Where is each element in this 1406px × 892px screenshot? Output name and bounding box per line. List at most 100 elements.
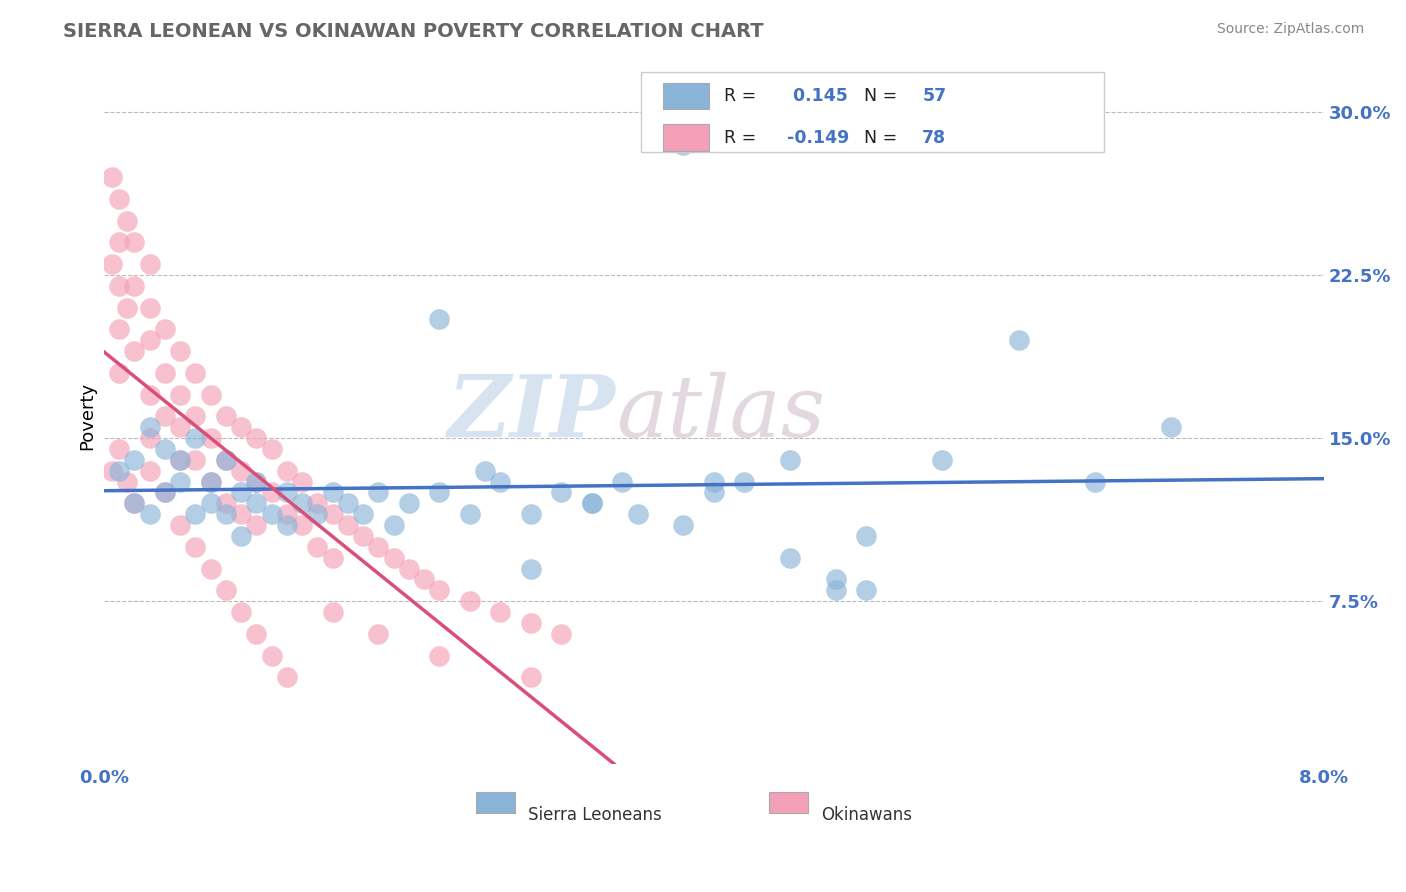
Text: 57: 57 <box>922 87 946 105</box>
Text: Okinawans: Okinawans <box>821 806 912 824</box>
Point <box>276 507 298 521</box>
Point <box>245 627 267 641</box>
FancyBboxPatch shape <box>662 124 709 151</box>
Point <box>1008 333 1031 347</box>
Point <box>169 475 191 489</box>
Point <box>291 496 314 510</box>
Point <box>169 387 191 401</box>
Point <box>184 366 207 380</box>
FancyBboxPatch shape <box>477 792 515 813</box>
Y-axis label: Poverty: Poverty <box>79 383 96 450</box>
Point <box>458 594 481 608</box>
Text: R =: R = <box>724 128 756 146</box>
Text: N =: N = <box>863 128 897 146</box>
Point <box>153 485 176 500</box>
Point <box>138 431 160 445</box>
Text: R =: R = <box>724 87 756 105</box>
Point <box>824 573 846 587</box>
Point <box>153 485 176 500</box>
Text: ZIP: ZIP <box>449 371 616 455</box>
Point <box>138 387 160 401</box>
Point <box>352 507 374 521</box>
Point <box>184 453 207 467</box>
Point <box>336 518 359 533</box>
Point <box>108 442 131 456</box>
Text: -0.149: -0.149 <box>787 128 849 146</box>
Point <box>520 507 543 521</box>
Point <box>581 496 603 510</box>
Point <box>115 213 138 227</box>
Point <box>138 301 160 315</box>
Point <box>276 670 298 684</box>
Point <box>115 301 138 315</box>
Point <box>124 453 146 467</box>
Point <box>100 464 122 478</box>
Point <box>550 485 572 500</box>
Point <box>100 170 122 185</box>
Point <box>124 344 146 359</box>
Point <box>322 550 344 565</box>
Text: 78: 78 <box>922 128 946 146</box>
Point <box>108 366 131 380</box>
Point <box>153 442 176 456</box>
Point <box>1084 475 1107 489</box>
FancyBboxPatch shape <box>769 792 807 813</box>
Point <box>200 387 222 401</box>
Point <box>489 605 512 619</box>
Point <box>169 518 191 533</box>
Text: 0.145: 0.145 <box>787 87 848 105</box>
Point <box>398 561 420 575</box>
Point <box>245 431 267 445</box>
Point <box>200 475 222 489</box>
Point <box>322 605 344 619</box>
Point <box>108 322 131 336</box>
Point <box>215 453 238 467</box>
Text: atlas: atlas <box>616 372 825 454</box>
Point <box>169 453 191 467</box>
Point <box>231 507 253 521</box>
Point <box>855 529 877 543</box>
Point <box>520 615 543 630</box>
Point <box>824 583 846 598</box>
Point <box>169 420 191 434</box>
Point <box>215 409 238 424</box>
Point <box>231 464 253 478</box>
Point <box>124 235 146 250</box>
Point <box>626 507 648 521</box>
Point <box>672 518 695 533</box>
Point <box>413 573 436 587</box>
Point <box>231 420 253 434</box>
Point <box>703 485 725 500</box>
Point <box>291 475 314 489</box>
Point <box>245 496 267 510</box>
Point <box>200 431 222 445</box>
FancyBboxPatch shape <box>641 72 1104 152</box>
Point <box>184 431 207 445</box>
Point <box>215 507 238 521</box>
Point <box>138 333 160 347</box>
Point <box>184 540 207 554</box>
Point <box>124 496 146 510</box>
Point <box>108 464 131 478</box>
Point <box>427 648 450 663</box>
Point <box>276 464 298 478</box>
Point <box>336 496 359 510</box>
Point <box>427 311 450 326</box>
Point <box>672 137 695 152</box>
Point <box>100 257 122 271</box>
Point <box>138 464 160 478</box>
Point <box>153 366 176 380</box>
Point <box>245 475 267 489</box>
Point <box>124 496 146 510</box>
Point <box>703 475 725 489</box>
Point <box>276 518 298 533</box>
Point <box>367 540 389 554</box>
Point <box>231 485 253 500</box>
Point <box>474 464 496 478</box>
Point <box>291 518 314 533</box>
Point <box>382 518 405 533</box>
Point <box>231 605 253 619</box>
Point <box>1160 420 1182 434</box>
Point <box>200 496 222 510</box>
Point <box>520 670 543 684</box>
